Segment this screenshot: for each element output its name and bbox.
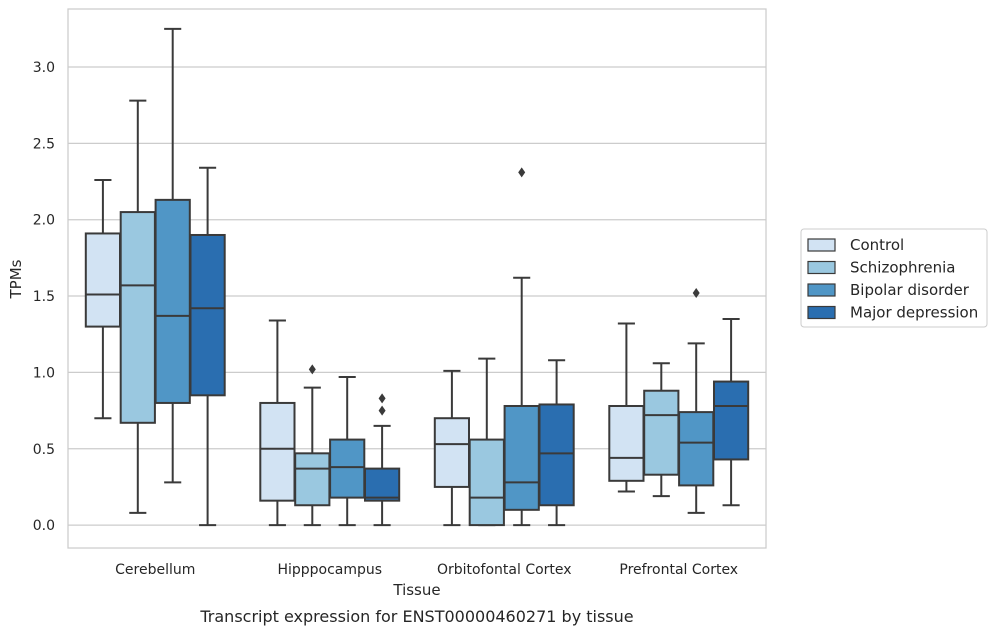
plot-area-frame [67, 8, 767, 549]
box-group [189, 166, 226, 527]
box-group [154, 27, 191, 484]
y-axis-label: TPMs [7, 259, 25, 299]
legend-label: Control [850, 236, 904, 254]
outlier-point [378, 405, 386, 416]
x-tick-label: Cerebellum [115, 562, 195, 578]
box-group [84, 179, 122, 420]
x-tick-label: Hipppocampus [277, 562, 382, 578]
y-tick-label: 0.0 [33, 518, 55, 534]
iqr-box [468, 438, 505, 527]
box-group [259, 319, 296, 527]
iqr-box [329, 438, 366, 499]
y-tick-label: 0.5 [33, 442, 55, 458]
legend-swatch [807, 238, 836, 252]
box-group [329, 375, 366, 527]
y-tick-label: 3.0 [33, 60, 55, 76]
box-group [643, 362, 680, 498]
box-group [678, 288, 715, 514]
x-tick-label: Prefrontal Cortex [619, 562, 738, 578]
box-group [363, 393, 401, 527]
y-tick-label: 2.5 [33, 136, 55, 152]
legend-swatch [807, 283, 836, 297]
iqr-box [712, 380, 750, 461]
iqr-box [119, 211, 156, 424]
box-group [503, 167, 540, 527]
outlier-point [308, 364, 316, 375]
y-tick-label: 1.0 [33, 365, 55, 381]
box-group [468, 357, 505, 527]
iqr-box [643, 389, 680, 476]
legend-swatch [807, 260, 836, 275]
outlier-point [518, 167, 526, 178]
iqr-box [189, 233, 226, 397]
box-group [119, 99, 156, 514]
x-axis-label: Tissue [392, 581, 440, 599]
box-group [538, 359, 575, 527]
iqr-box [154, 198, 191, 404]
legend-label: Major depression [850, 304, 978, 322]
iqr-box [433, 417, 471, 488]
iqr-box [678, 411, 715, 487]
box-group [608, 322, 645, 493]
outlier-point [692, 288, 700, 299]
chart-caption: Transcript expression for ENST0000046027… [199, 607, 633, 626]
iqr-box [538, 403, 575, 507]
legend-label: Schizophrenia [850, 259, 955, 277]
legend-swatch [807, 305, 836, 320]
legend: Control Schizophrenia Bipolar disorder Majo… [800, 228, 988, 328]
legend-frame [800, 228, 988, 328]
box-group [712, 317, 750, 507]
iqr-box [84, 232, 122, 328]
iqr-box [294, 452, 331, 507]
y-tick-label: 2.0 [33, 213, 55, 229]
iqr-box [608, 404, 645, 482]
y-axis-ticks: 0.0 0.5 1.0 1.5 2.0 2.5 3.0 [33, 60, 55, 534]
legend-label: Bipolar disorder [850, 281, 970, 299]
box-group [433, 369, 471, 527]
y-tick-label: 1.5 [33, 289, 55, 305]
boxes [84, 27, 750, 527]
iqr-box [259, 401, 296, 502]
iqr-box [363, 467, 401, 502]
box-group [294, 364, 331, 527]
iqr-box [503, 404, 540, 511]
outlier-point [378, 393, 386, 404]
x-tick-label: Orbitofontal Cortex [437, 562, 572, 578]
x-axis-ticks: Cerebellum Hipppocampus Orbitofontal Corte… [115, 562, 738, 578]
